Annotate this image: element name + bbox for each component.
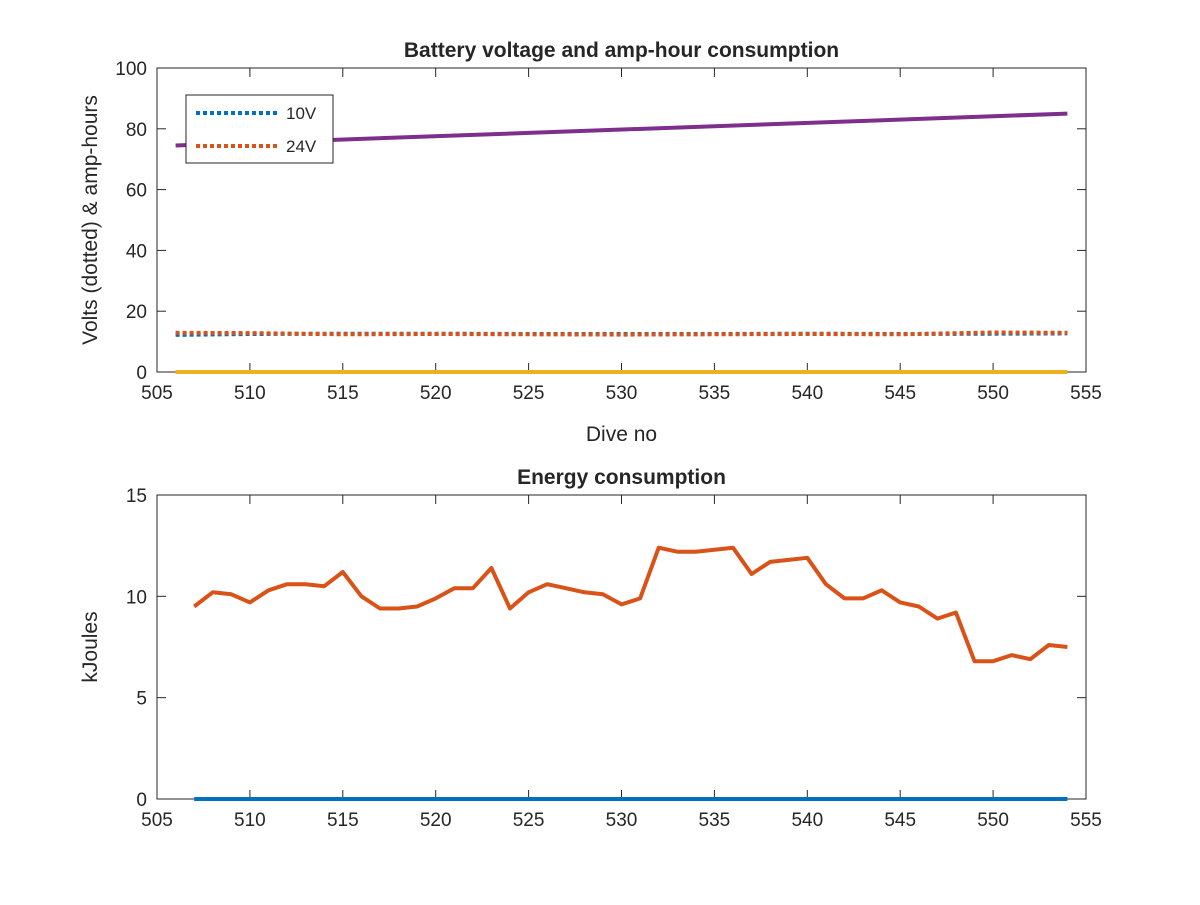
chart-0-xtick-label: 550: [977, 383, 1009, 404]
chart-0-ytick-label: 60: [126, 181, 147, 202]
chart-1-series-0-line: [192, 545, 1068, 664]
chart-panel-voltage: 505 510 515 520 525 530 535 540 545 550 555 0 20 40 60…: [79, 39, 1102, 446]
chart-0-xlabel: Dive no: [586, 423, 657, 446]
chart-panel-energy: 505 510 515 520 525 530 535 540 545 550 555051015E…: [79, 466, 1102, 831]
chart-0-title: Battery voltage and amp-hour consumption: [404, 39, 839, 62]
chart-0-xtick-label: 535: [699, 383, 731, 404]
chart-0-xtick-label: 545: [884, 383, 916, 404]
chart-1-xtick-label: 540: [791, 810, 823, 831]
chart-1-xtick-label: 535: [699, 810, 731, 831]
chart-0-xtick-label: 525: [513, 383, 545, 404]
chart-0-xtick-label: 555: [1070, 383, 1102, 404]
chart-1-ytick-label: 0: [136, 790, 147, 811]
chart-1-xtick-label: 530: [606, 810, 638, 831]
chart-1-ylabel: kJoules: [79, 611, 102, 682]
chart-0-series-24v-line: [175, 330, 1068, 337]
chart-1-xtick-label: 505: [141, 810, 173, 831]
chart-1-ytick-label: 10: [126, 587, 147, 608]
chart-1-xtick-label: 510: [234, 810, 266, 831]
chart-0-legend-label-24v: 24V: [286, 137, 317, 156]
chart-0-ytick-label: 80: [126, 120, 147, 141]
chart-1-title: Energy consumption: [517, 466, 726, 489]
chart-1-xtick-label: 555: [1070, 810, 1102, 831]
chart-0-xtick-label: 540: [791, 383, 823, 404]
chart-1-axes-box: [156, 494, 1087, 800]
chart-0-xtick-label: 520: [420, 383, 452, 404]
chart-0-xtick-label: 510: [234, 383, 266, 404]
chart-1-ytick-label: 5: [136, 689, 147, 710]
chart-0-xtick-label: 530: [606, 383, 638, 404]
chart-1-xtick-label: 525: [513, 810, 545, 831]
chart-0-ylabel: Volts (dotted) & amp-hours: [79, 95, 102, 345]
chart-0-ytick-label: 20: [126, 302, 147, 323]
chart-1-xtick-label: 520: [420, 810, 452, 831]
chart-0-legend-box: [185, 94, 334, 164]
chart-0-legend: 10V 24V: [185, 94, 334, 164]
chart-0-ytick-label: 0: [136, 363, 147, 384]
chart-0-ytick-label: 40: [126, 241, 147, 262]
chart-0-legend-label-10v: 10V: [286, 104, 317, 123]
chart-1-xtick-label: 515: [327, 810, 359, 831]
chart-0-xtick-label: 505: [141, 383, 173, 404]
chart-0-xtick-label: 515: [327, 383, 359, 404]
chart-1-ytick-label: 15: [126, 486, 147, 507]
chart-0-ytick-label: 100: [115, 59, 147, 80]
chart-1-xtick-label: 550: [977, 810, 1009, 831]
chart-1-xtick-label: 545: [884, 810, 916, 831]
